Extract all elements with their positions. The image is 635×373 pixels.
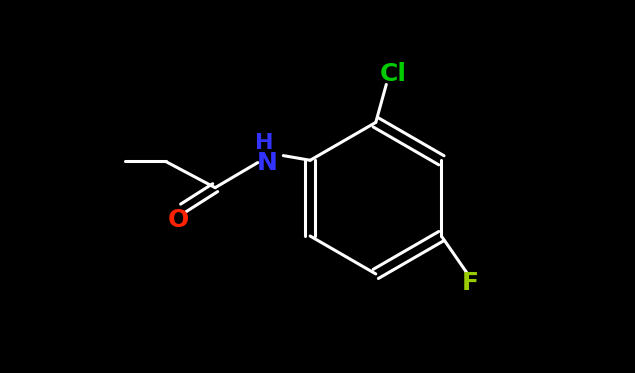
Text: F: F: [462, 271, 479, 295]
Text: O: O: [168, 208, 189, 232]
Text: Cl: Cl: [380, 62, 407, 86]
Text: N: N: [257, 151, 278, 175]
Text: H: H: [255, 133, 274, 153]
